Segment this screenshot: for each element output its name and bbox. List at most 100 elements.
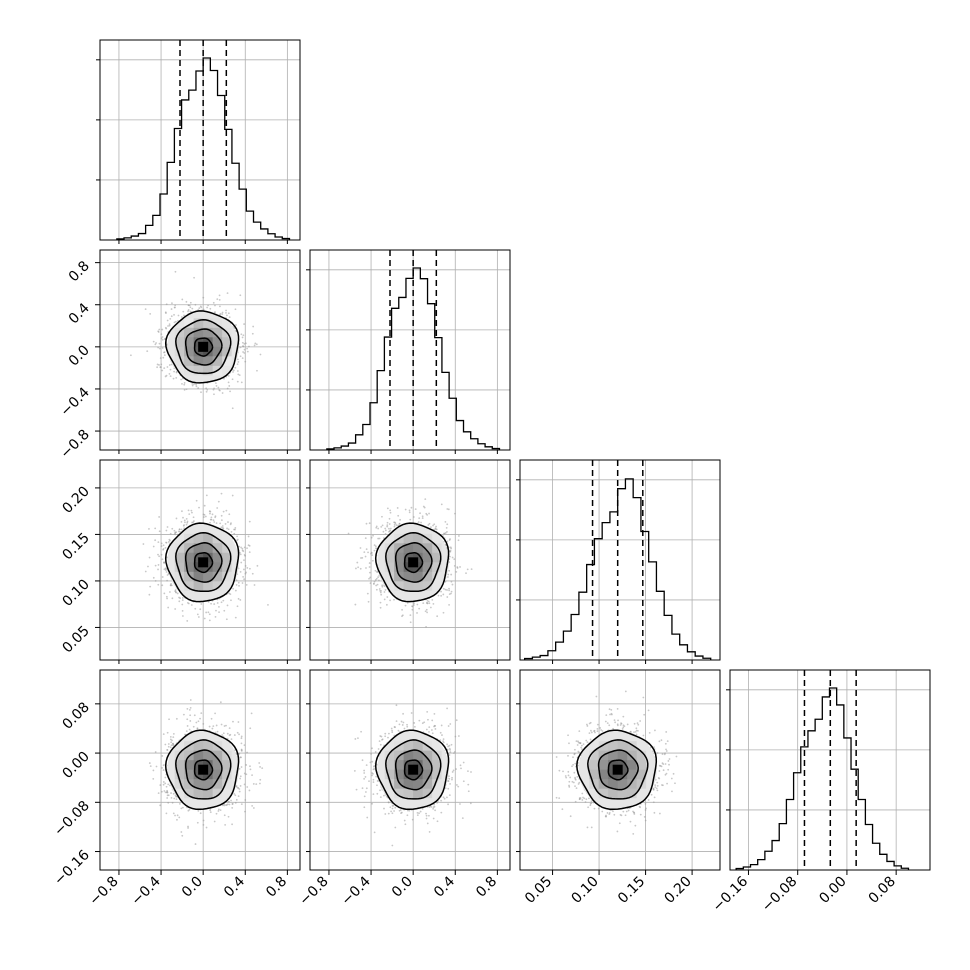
scatter-point [232, 369, 235, 372]
scatter-point [183, 388, 186, 391]
scatter-point [187, 825, 189, 828]
scatter-point [197, 387, 200, 389]
density-cell [222, 337, 232, 347]
scatter-point [376, 792, 379, 795]
density-cell [193, 543, 204, 553]
scatter-point [168, 372, 171, 375]
scatter-point [157, 330, 160, 333]
scatter-point [244, 799, 247, 801]
scatter-point [658, 812, 661, 815]
scatter-point [193, 383, 195, 386]
scatter-point [161, 369, 164, 372]
scatter-point [191, 383, 194, 385]
scatter-point [410, 506, 413, 509]
density-cell [432, 543, 442, 553]
scatter-point [576, 744, 579, 746]
scatter-point [248, 544, 251, 547]
x-tick-label: 0.4 [221, 873, 248, 900]
scatter-point [360, 557, 362, 559]
density-cell [432, 750, 442, 761]
scatter-point [171, 527, 174, 530]
scatter-point [459, 803, 461, 805]
scatter-point [396, 507, 399, 509]
scatter-point [246, 567, 249, 569]
scatter-point [160, 337, 163, 340]
scatter-point [393, 523, 396, 526]
scatter-point [667, 760, 670, 762]
scatter-point [363, 795, 366, 798]
scatter-point [430, 806, 433, 808]
scatter-point [154, 343, 157, 346]
scatter-point [666, 782, 668, 785]
scatter-point [202, 308, 205, 311]
scatter-point [367, 551, 369, 554]
scatter-point [421, 517, 424, 519]
x-tick-label: −0.16 [710, 873, 752, 915]
scatter-point [259, 782, 261, 785]
scatter-point [404, 604, 407, 607]
density-cell [222, 750, 232, 761]
scatter-point [370, 536, 373, 539]
scatter-point [353, 770, 356, 772]
scatter-point [161, 328, 164, 331]
scatter-point [428, 814, 430, 817]
scatter-point [409, 621, 412, 624]
scatter-point [399, 518, 402, 521]
density-cell [617, 779, 628, 789]
scatter-point [180, 316, 183, 318]
scatter-point [169, 317, 172, 320]
scatter-point [253, 344, 256, 347]
scatter-point [225, 724, 227, 727]
scatter-point [457, 539, 460, 542]
density-peak-marker [612, 764, 623, 775]
scatter-point [165, 595, 168, 598]
scatter-point [175, 376, 178, 379]
scatter-point [187, 827, 189, 829]
scatter-point [158, 347, 161, 350]
scatter-point [446, 508, 449, 510]
density-cell [203, 581, 213, 591]
density-cell [193, 571, 204, 582]
scatter-point [674, 782, 676, 785]
x-tick-label: 0.20 [662, 874, 695, 907]
scatter-point [442, 740, 445, 743]
scatter-point [390, 727, 393, 730]
scatter-point [234, 527, 237, 529]
scatter-point [238, 790, 241, 793]
scatter-point [190, 509, 193, 512]
density-cell [222, 552, 232, 563]
scatter-point [571, 765, 573, 768]
scatter-point [157, 583, 160, 586]
scatter-point [605, 815, 607, 818]
scatter-point [612, 810, 614, 813]
scatter-point [392, 804, 395, 807]
scatter-point [219, 522, 222, 525]
scatter-point [227, 312, 230, 315]
scatter-point [222, 599, 225, 602]
scatter-point [668, 763, 670, 766]
scatter-point [228, 734, 231, 737]
scatter-point [462, 761, 465, 764]
scatter-point [189, 306, 192, 309]
scatter-point [221, 525, 224, 527]
scatter-point [164, 569, 167, 571]
scatter-point [442, 587, 445, 590]
scatter-point [200, 712, 203, 715]
scatter-point [218, 298, 221, 301]
scatter-point [411, 608, 414, 611]
contour-line [175, 739, 232, 800]
scatter-point [656, 789, 659, 792]
scatter-point [163, 367, 166, 370]
scatter-point [237, 373, 240, 376]
density-panel-3-4 [520, 670, 720, 870]
scatter-point [372, 781, 375, 784]
scatter-point [226, 527, 228, 530]
scatter-point [239, 346, 242, 349]
scatter-point [564, 775, 567, 777]
scatter-point [434, 528, 437, 530]
scatter-point [225, 804, 227, 806]
scatter-point [436, 615, 439, 618]
scatter-point [165, 785, 168, 788]
density-cell [384, 571, 395, 582]
scatter-point [432, 806, 435, 808]
